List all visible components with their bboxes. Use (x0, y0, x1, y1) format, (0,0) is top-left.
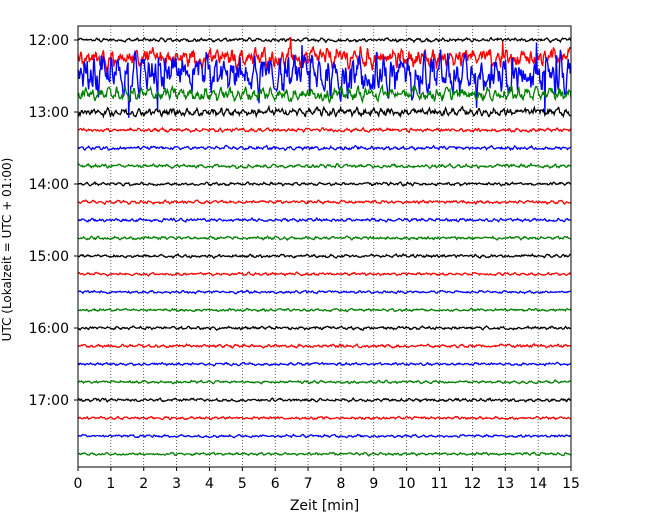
x-tick-label: 14 (529, 476, 547, 492)
x-axis-label: Zeit [min] (290, 498, 359, 514)
x-tick-label: 8 (336, 476, 345, 492)
x-tick-label: 13 (496, 476, 514, 492)
trace-line-1245 (77, 83, 572, 105)
trace-line-1700 (77, 397, 572, 403)
trace-line-1500 (77, 253, 572, 260)
x-tick-label: 5 (238, 476, 247, 492)
trace-line-1415 (77, 199, 572, 206)
x-tick-label: 0 (74, 476, 83, 492)
x-tick-label: 12 (463, 476, 481, 492)
trace-line-1200 (78, 36, 572, 44)
y-tick-label: 16:00 (29, 321, 69, 337)
y-tick-label: 15:00 (29, 249, 69, 265)
y-tick-label: 13:00 (29, 105, 69, 121)
trace-line-1730 (77, 433, 571, 439)
trace-line-1515 (77, 271, 572, 277)
trace-line-1600 (77, 325, 572, 331)
trace-lines (77, 36, 572, 457)
x-tick-label: 9 (369, 476, 378, 492)
y-tick-label: 17:00 (29, 393, 69, 409)
x-tick-label: 2 (139, 476, 148, 492)
y-tick-label: 14:00 (29, 177, 69, 193)
trace-line-1430 (77, 216, 572, 223)
trace-line-1300 (77, 104, 572, 119)
trace-line-1330 (77, 144, 572, 152)
x-tick-label: 6 (271, 476, 280, 492)
y-tick-label: 12:00 (29, 33, 69, 49)
trace-line-1630 (77, 361, 572, 367)
x-tick-label: 10 (398, 476, 416, 492)
x-tick-label: 7 (304, 476, 313, 492)
trace-line-1545 (77, 307, 572, 313)
x-tick-label: 4 (205, 476, 214, 492)
x-tick-label: 1 (106, 476, 115, 492)
x-tick-label: 11 (431, 476, 449, 492)
trace-line-1530 (77, 289, 572, 295)
y-axis-ticks: 12:00 13:00 14:00 15:00 16:00 17:00 (29, 33, 78, 409)
y-axis-label: UTC (Lokalzeit = UTC + 01:00) (0, 158, 14, 342)
trace-line-1215 (77, 37, 572, 74)
plot-frame (77, 25, 572, 468)
trace-line-1315 (77, 126, 572, 134)
trace-line-1400 (77, 181, 572, 187)
trace-line-1445 (77, 235, 572, 242)
trace-line-1645 (77, 379, 572, 385)
trace-line-1715 (77, 415, 572, 421)
trace-line-1230 (77, 42, 572, 118)
trace-line-1345 (77, 162, 572, 170)
x-tick-label: 3 (172, 476, 181, 492)
trace-line-1615 (77, 343, 572, 349)
x-tick-label: 15 (562, 476, 580, 492)
x-axis-ticks: 0 1 2 3 4 5 6 7 8 9 10 11 12 13 14 15 (74, 467, 580, 492)
trace-line-1745 (78, 451, 572, 457)
